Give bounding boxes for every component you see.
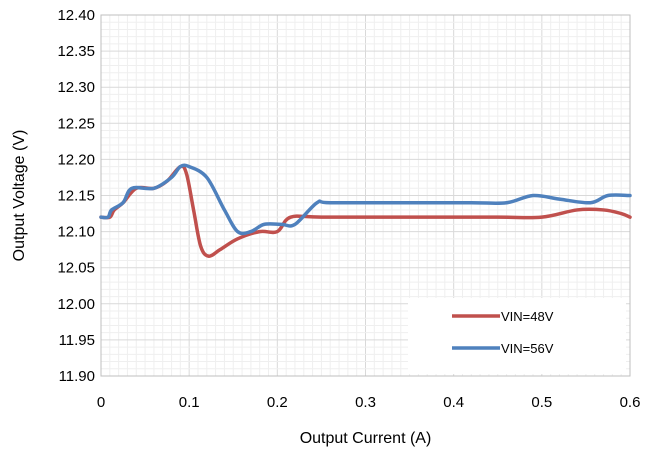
legend-background <box>408 298 626 374</box>
y-tick-label: 12.30 <box>57 79 95 96</box>
x-tick-label: 0 <box>97 394 105 411</box>
y-tick-label: 12.15 <box>57 188 95 205</box>
y-tick-label: 12.40 <box>57 7 95 24</box>
y-tick-label: 11.95 <box>59 332 95 349</box>
x-tick-label: 0.4 <box>443 394 464 411</box>
y-axis-title: Output Voltage (V) <box>11 130 28 262</box>
x-tick-label: 0.1 <box>179 394 200 411</box>
y-tick-label: 12.20 <box>57 151 95 168</box>
x-axis-ticks: 0 0.1 0.2 0.3 0.4 0.5 0.6 <box>97 394 641 411</box>
legend-label-1: VIN=48V <box>501 309 554 324</box>
y-axis-ticks: 11.90 11.95 12.00 12.05 12.10 12.15 12.20 12.25… <box>57 7 95 385</box>
legend: VIN=48V VIN=56V <box>408 298 626 374</box>
y-tick-label: 12.00 <box>57 296 95 313</box>
legend-label-2: VIN=56V <box>501 341 554 356</box>
series-line-2 <box>99 163 632 236</box>
x-tick-label: 0.3 <box>355 394 376 411</box>
y-tick-label: 11.90 <box>59 368 95 385</box>
x-axis-title: Output Current (A) <box>300 430 432 447</box>
y-tick-label: 12.05 <box>57 260 95 277</box>
x-tick-label: 0.2 <box>267 394 288 411</box>
y-tick-label: 12.10 <box>57 224 95 241</box>
y-tick-label: 12.35 <box>57 43 95 60</box>
x-tick-label: 0.5 <box>531 394 552 411</box>
y-tick-label: 12.25 <box>57 115 95 132</box>
x-tick-label: 0.6 <box>620 394 641 411</box>
series-layer <box>99 163 632 258</box>
